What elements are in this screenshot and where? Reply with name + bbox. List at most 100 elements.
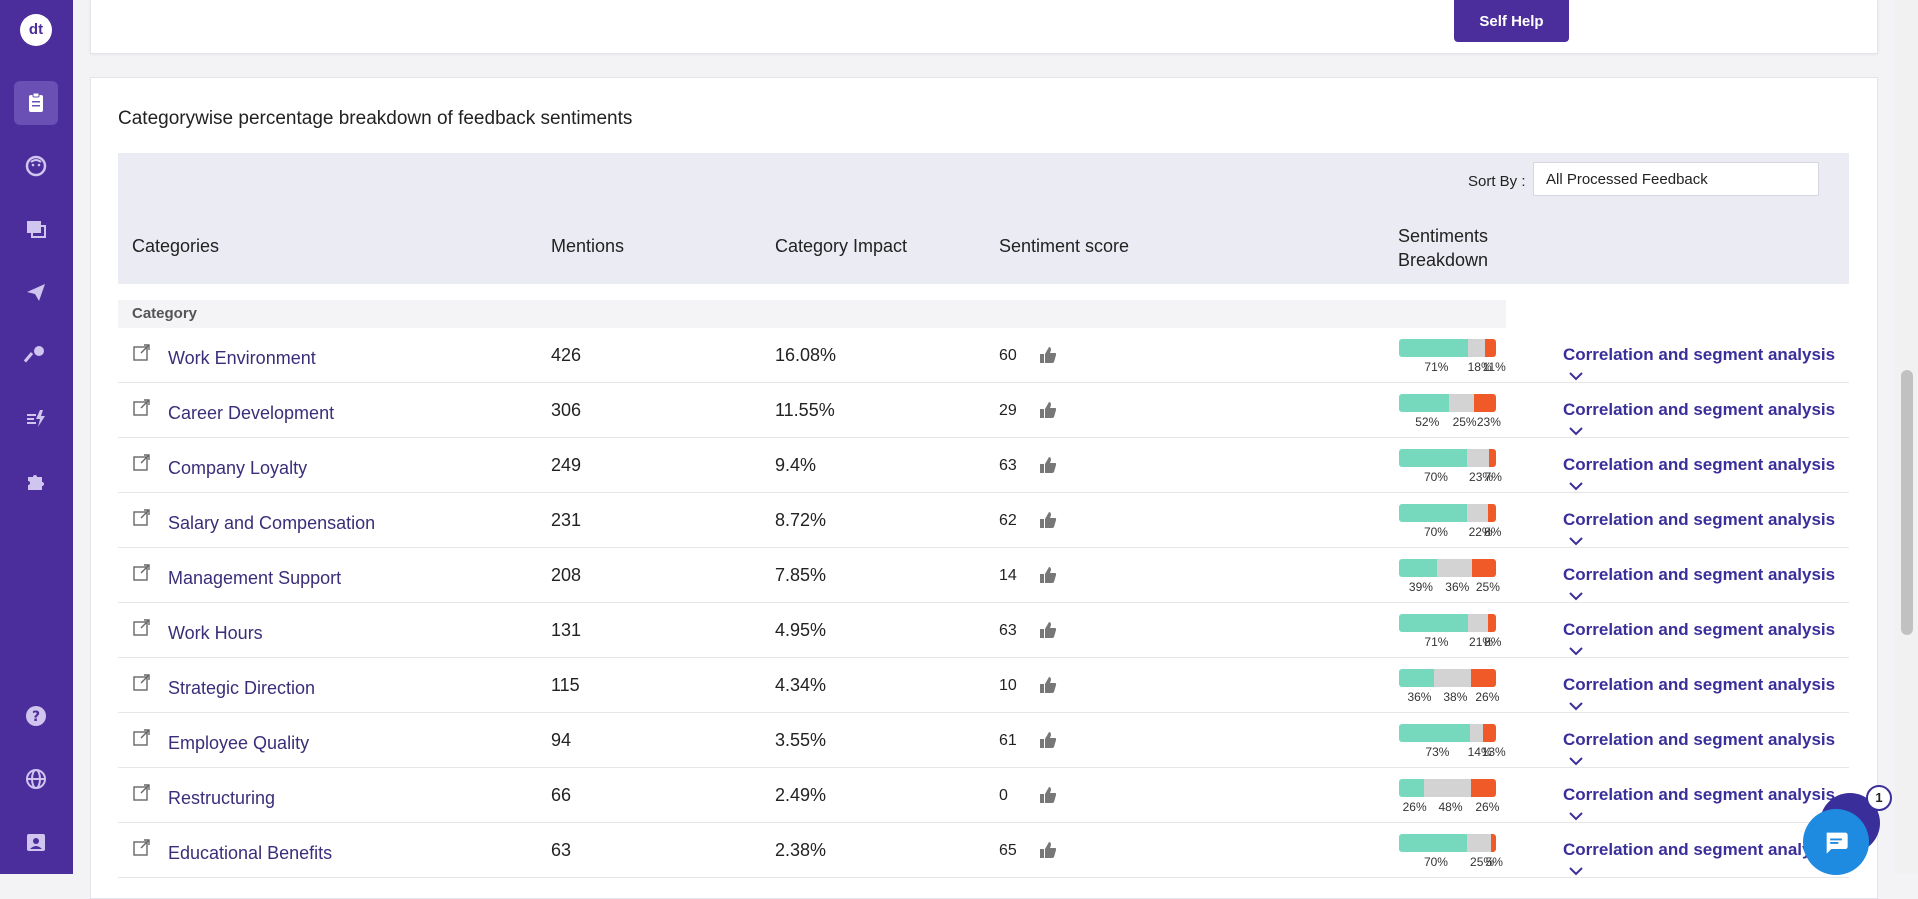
send-icon bbox=[27, 284, 45, 301]
sentiment-bar[interactable] bbox=[1399, 394, 1496, 412]
expand-icon[interactable] bbox=[132, 672, 152, 692]
nav-globe[interactable] bbox=[14, 757, 58, 801]
expand-icon[interactable] bbox=[132, 397, 152, 417]
thumbs-up-icon bbox=[1040, 842, 1057, 858]
positive-segment bbox=[1399, 394, 1450, 412]
negative-segment bbox=[1470, 669, 1496, 687]
correlation-analysis-link[interactable]: Correlation and segment analysis bbox=[1563, 620, 1849, 660]
nav-help[interactable]: ? bbox=[14, 694, 58, 738]
table-row: Employee Quality 94 3.55% 61 73% 14% 13% Correl… bbox=[118, 713, 1849, 768]
correlation-label: Correlation and segment analysis bbox=[1563, 675, 1836, 694]
nav-actions[interactable] bbox=[14, 396, 58, 440]
self-help-button[interactable]: Self Help bbox=[1454, 0, 1569, 42]
sentiment-score: 14 bbox=[999, 567, 1017, 584]
category-name[interactable]: Career Development bbox=[168, 403, 335, 423]
correlation-analysis-link[interactable]: Correlation and segment analysis bbox=[1563, 455, 1849, 495]
table-toolbar: Sort By : All Processed Feedback bbox=[118, 153, 1849, 209]
sentiment-score: 62 bbox=[999, 512, 1017, 529]
nav-dashboard[interactable] bbox=[14, 207, 58, 251]
sentiment-bar[interactable] bbox=[1399, 779, 1496, 797]
expand-icon[interactable] bbox=[132, 837, 152, 857]
chevron-down-icon bbox=[1569, 811, 1583, 820]
negative-percent: 23% bbox=[1476, 415, 1501, 429]
negative-percent: 11% bbox=[1482, 360, 1506, 374]
sentiment-score: 61 bbox=[999, 732, 1017, 749]
category-name[interactable]: Company Loyalty bbox=[168, 458, 308, 478]
table-row: Career Development 306 11.55% 29 52% 25% 23% Co… bbox=[118, 383, 1849, 438]
category-name[interactable]: Employee Quality bbox=[168, 733, 310, 753]
expand-icon[interactable] bbox=[132, 507, 152, 527]
nav-key[interactable] bbox=[14, 333, 58, 377]
category-name[interactable]: Educational Benefits bbox=[168, 843, 333, 863]
positive-percent: 70% bbox=[1423, 525, 1448, 539]
thumbs-up-icon bbox=[1040, 457, 1057, 473]
nav-send[interactable] bbox=[14, 270, 58, 314]
positive-segment bbox=[1399, 834, 1467, 852]
expand-icon[interactable] bbox=[132, 562, 152, 582]
nav-face[interactable] bbox=[14, 144, 58, 188]
sentiment-labels: 70% 25% 5% bbox=[1399, 855, 1509, 869]
neutral-percent: 25% bbox=[1470, 855, 1495, 869]
category-name[interactable]: Strategic Direction bbox=[168, 678, 316, 698]
expand-icon[interactable] bbox=[132, 452, 152, 472]
mentions-value: 94 bbox=[551, 730, 572, 750]
neutral-segment bbox=[1467, 614, 1489, 632]
mentions-value: 66 bbox=[551, 785, 572, 805]
app-logo[interactable]: dt bbox=[20, 14, 52, 46]
category-name[interactable]: Work Hours bbox=[168, 623, 263, 643]
nav-integrations[interactable] bbox=[14, 459, 58, 503]
expand-icon[interactable] bbox=[132, 617, 152, 637]
sentiment-bar[interactable] bbox=[1399, 504, 1496, 522]
correlation-label: Correlation and segment analysis bbox=[1563, 455, 1836, 474]
impact-value: 9.4% bbox=[775, 455, 817, 475]
chevron-down-icon bbox=[1569, 481, 1583, 490]
sentiment-bar[interactable] bbox=[1399, 449, 1496, 467]
header-breakdown[interactable]: Sentiments Breakdown bbox=[1398, 224, 1488, 272]
chevron-down-icon bbox=[1569, 591, 1583, 600]
category-name[interactable]: Restructuring bbox=[168, 788, 276, 808]
table-row: Salary and Compensation 231 8.72% 62 70% 22% 8… bbox=[118, 493, 1849, 548]
positive-percent: 70% bbox=[1423, 470, 1448, 484]
nav-reports[interactable] bbox=[14, 81, 58, 125]
expand-icon[interactable] bbox=[132, 342, 152, 362]
correlation-analysis-link[interactable]: Correlation and segment analysis bbox=[1563, 345, 1849, 385]
sort-select[interactable]: All Processed Feedback bbox=[1533, 162, 1819, 196]
header-breakdown-line2: Breakdown bbox=[1398, 250, 1489, 270]
negative-percent: 25% bbox=[1475, 580, 1500, 594]
header-breakdown-line1: Sentiments bbox=[1398, 226, 1489, 246]
sentiment-bar[interactable] bbox=[1399, 669, 1496, 687]
correlation-analysis-link[interactable]: Correlation and segment analysis bbox=[1563, 675, 1849, 715]
svg-text:?: ? bbox=[32, 709, 40, 725]
category-name[interactable]: Salary and Compensation bbox=[168, 513, 376, 533]
correlation-analysis-link[interactable]: Correlation and segment analysis bbox=[1563, 565, 1849, 605]
face-icon bbox=[25, 155, 47, 177]
mentions-value: 249 bbox=[551, 455, 582, 475]
correlation-analysis-link[interactable]: Correlation and segment analysis bbox=[1563, 785, 1849, 825]
header-score[interactable]: Sentiment score bbox=[999, 236, 1130, 256]
thumbs-up-icon bbox=[1040, 732, 1057, 748]
sidebar: dt ? bbox=[0, 0, 73, 874]
expand-icon[interactable] bbox=[132, 782, 152, 802]
expand-icon[interactable] bbox=[132, 727, 152, 747]
category-group-label: Category bbox=[118, 300, 1506, 328]
scrollbar-thumb[interactable] bbox=[1901, 370, 1913, 635]
header-mentions[interactable]: Mentions bbox=[551, 236, 625, 256]
sentiment-bar[interactable] bbox=[1399, 834, 1496, 852]
chat-button[interactable] bbox=[1803, 809, 1869, 875]
header-impact[interactable]: Category Impact bbox=[775, 236, 908, 256]
category-name[interactable]: Work Environment bbox=[168, 348, 316, 368]
mentions-value: 208 bbox=[551, 565, 582, 585]
sentiment-bar[interactable] bbox=[1399, 614, 1496, 632]
correlation-analysis-link[interactable]: Correlation and segment analysis bbox=[1563, 730, 1849, 770]
sentiment-bar[interactable] bbox=[1399, 724, 1496, 742]
category-name[interactable]: Management Support bbox=[168, 568, 342, 588]
table-row: Educational Benefits 63 2.38% 65 70% 25% 5% Cor… bbox=[118, 823, 1849, 878]
header-categories[interactable]: Categories bbox=[132, 236, 220, 256]
sentiment-bar[interactable] bbox=[1399, 559, 1496, 577]
correlation-analysis-link[interactable]: Correlation and segment analysis bbox=[1563, 510, 1849, 550]
impact-value: 2.38% bbox=[775, 840, 827, 860]
chevron-down-icon bbox=[1569, 371, 1583, 380]
nav-profile[interactable] bbox=[14, 820, 58, 864]
correlation-analysis-link[interactable]: Correlation and segment analysis bbox=[1563, 400, 1849, 440]
sentiment-bar[interactable] bbox=[1399, 339, 1496, 357]
